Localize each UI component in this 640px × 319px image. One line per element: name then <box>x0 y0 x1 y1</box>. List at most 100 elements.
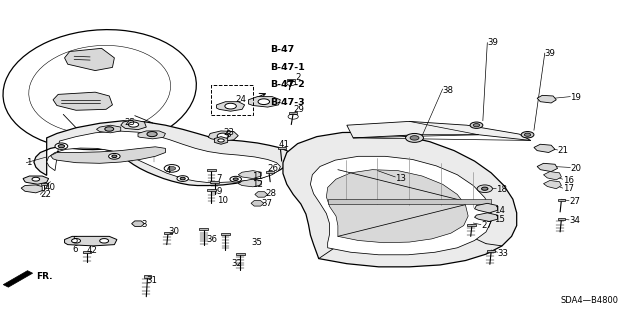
Text: 33: 33 <box>497 249 509 258</box>
Text: 2: 2 <box>296 73 301 82</box>
Circle shape <box>55 143 68 149</box>
Circle shape <box>218 139 224 142</box>
Polygon shape <box>221 233 230 235</box>
Circle shape <box>524 133 531 136</box>
Polygon shape <box>144 275 152 278</box>
Polygon shape <box>216 102 244 111</box>
Polygon shape <box>310 156 491 255</box>
Polygon shape <box>97 125 121 133</box>
Polygon shape <box>543 181 561 189</box>
Circle shape <box>406 133 424 142</box>
Circle shape <box>225 103 236 109</box>
Polygon shape <box>255 192 268 197</box>
Text: 17: 17 <box>563 184 573 193</box>
Text: 31: 31 <box>147 276 157 285</box>
Text: 27: 27 <box>569 197 580 206</box>
Text: SDA4—B4800: SDA4—B4800 <box>561 296 619 305</box>
Polygon shape <box>287 79 295 81</box>
Ellipse shape <box>3 30 196 150</box>
Circle shape <box>112 155 117 158</box>
Text: 3: 3 <box>141 220 147 229</box>
Polygon shape <box>51 147 166 163</box>
Text: B-47-1: B-47-1 <box>270 63 305 72</box>
Text: 22: 22 <box>40 190 51 199</box>
Text: 13: 13 <box>396 174 406 183</box>
Text: 28: 28 <box>266 189 276 198</box>
Circle shape <box>32 177 40 181</box>
Text: B-47: B-47 <box>270 45 294 55</box>
Text: 11: 11 <box>252 172 262 181</box>
Polygon shape <box>557 218 565 220</box>
Circle shape <box>72 239 81 243</box>
Text: 16: 16 <box>563 176 573 185</box>
Polygon shape <box>3 271 33 287</box>
Polygon shape <box>266 171 274 173</box>
Polygon shape <box>487 250 495 252</box>
Circle shape <box>521 131 534 138</box>
Circle shape <box>147 131 157 137</box>
Text: 24: 24 <box>236 95 246 104</box>
Polygon shape <box>238 171 261 179</box>
Polygon shape <box>283 132 516 267</box>
Polygon shape <box>41 183 47 185</box>
Polygon shape <box>537 95 556 103</box>
Polygon shape <box>164 232 172 234</box>
Circle shape <box>470 122 483 128</box>
Text: 39: 39 <box>545 48 556 58</box>
Polygon shape <box>53 92 113 110</box>
Polygon shape <box>23 176 49 184</box>
Text: 8: 8 <box>225 130 231 139</box>
Text: 15: 15 <box>493 215 505 224</box>
Polygon shape <box>138 131 166 139</box>
Text: 7: 7 <box>216 174 222 183</box>
Text: 19: 19 <box>570 93 581 102</box>
Polygon shape <box>474 213 497 221</box>
Polygon shape <box>65 236 117 246</box>
Polygon shape <box>83 251 91 253</box>
Text: 38: 38 <box>443 86 454 95</box>
Polygon shape <box>467 224 476 226</box>
Text: B-47-3: B-47-3 <box>270 98 305 107</box>
Circle shape <box>105 127 114 131</box>
Polygon shape <box>199 228 208 230</box>
Circle shape <box>258 99 269 105</box>
Polygon shape <box>328 199 491 204</box>
Polygon shape <box>65 48 115 70</box>
Text: 42: 42 <box>87 247 98 256</box>
Polygon shape <box>347 122 531 140</box>
Circle shape <box>410 136 419 140</box>
Polygon shape <box>543 172 561 180</box>
Text: B-47-2: B-47-2 <box>270 80 305 89</box>
Text: 23: 23 <box>223 128 234 137</box>
Polygon shape <box>208 131 238 141</box>
Polygon shape <box>47 131 280 182</box>
Circle shape <box>230 176 241 182</box>
Text: 26: 26 <box>268 164 278 173</box>
Polygon shape <box>214 137 228 144</box>
Polygon shape <box>557 199 565 201</box>
Text: 32: 32 <box>232 259 243 268</box>
Circle shape <box>217 133 228 139</box>
Circle shape <box>168 167 175 170</box>
Circle shape <box>164 165 179 172</box>
Circle shape <box>109 153 120 159</box>
Polygon shape <box>326 170 468 243</box>
Polygon shape <box>238 179 261 187</box>
Text: 29: 29 <box>293 105 304 114</box>
Polygon shape <box>248 97 280 107</box>
Text: 5: 5 <box>72 236 77 245</box>
Circle shape <box>473 123 479 127</box>
Polygon shape <box>236 253 244 255</box>
Text: 41: 41 <box>278 140 289 149</box>
Polygon shape <box>207 189 216 191</box>
Text: 20: 20 <box>570 164 581 173</box>
Text: 35: 35 <box>251 238 262 247</box>
Text: 21: 21 <box>557 146 568 155</box>
Text: 4: 4 <box>166 166 171 175</box>
Text: 12: 12 <box>252 181 262 189</box>
Circle shape <box>481 187 488 190</box>
Circle shape <box>233 178 238 181</box>
Text: 14: 14 <box>493 206 505 215</box>
Polygon shape <box>207 169 216 171</box>
Polygon shape <box>34 121 291 186</box>
